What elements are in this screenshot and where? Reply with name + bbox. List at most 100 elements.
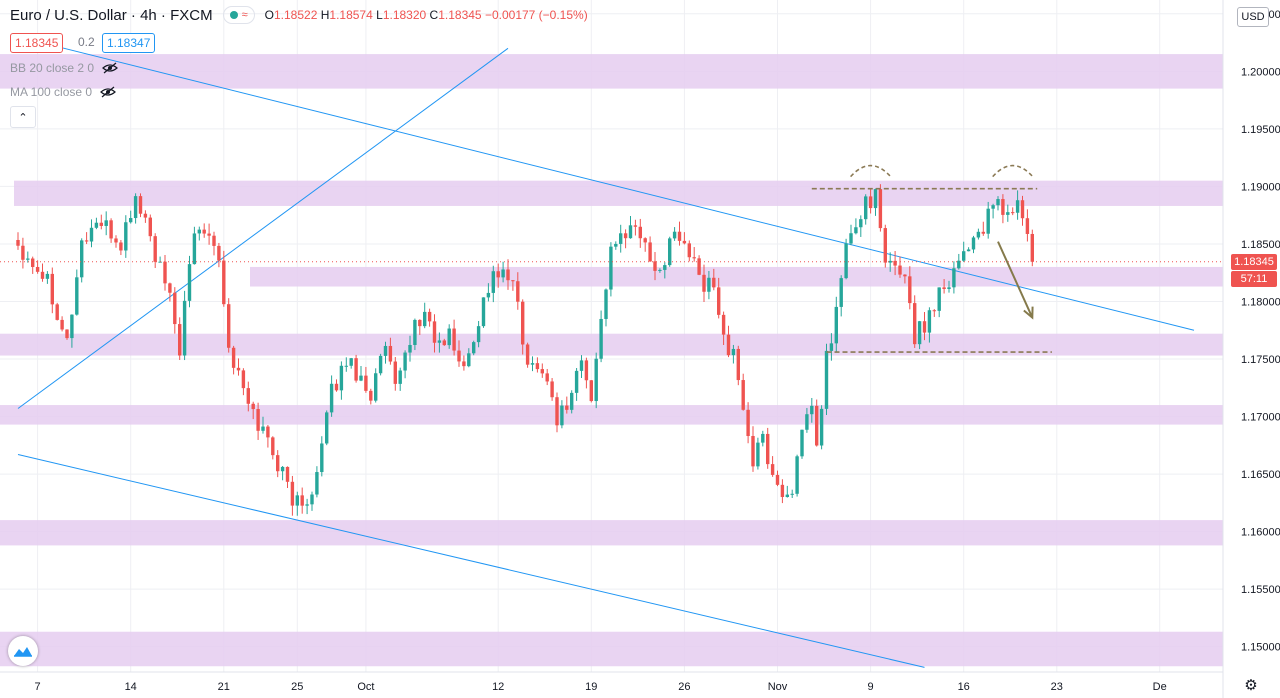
sr-zone xyxy=(250,266,1223,287)
candle-body xyxy=(70,314,74,339)
candle-body xyxy=(16,239,20,246)
buy-button[interactable]: 1.18347 xyxy=(102,33,156,53)
candle-body xyxy=(545,373,549,382)
candle-body xyxy=(212,235,216,246)
candle-body xyxy=(55,304,59,320)
time-tick-label: 19 xyxy=(585,681,597,693)
sr-zone xyxy=(0,631,1223,667)
candle-body xyxy=(839,278,843,307)
candle-body xyxy=(378,355,383,374)
sr-zone xyxy=(0,405,1223,425)
candle-body xyxy=(947,287,951,289)
candle-body xyxy=(574,370,579,393)
symbol-title[interactable]: Euro / U.S. Dollar · 4h · FXCM xyxy=(10,6,213,24)
candle-body xyxy=(207,233,211,236)
market-status[interactable]: ≈ xyxy=(222,6,255,24)
candle-body xyxy=(888,260,892,263)
sell-button[interactable]: 1.18345 xyxy=(10,33,64,53)
candle-body xyxy=(795,456,799,494)
candle-body xyxy=(1006,212,1010,215)
candle-body xyxy=(824,350,829,409)
candle-body xyxy=(986,208,990,234)
tradingview-logo-icon[interactable] xyxy=(8,636,38,666)
indicator-bb-label: BB 20 close 2 0 xyxy=(10,61,95,75)
candle-body xyxy=(310,494,314,505)
change-value: −0.00177 (−0.15%) xyxy=(484,8,588,22)
candle-body xyxy=(638,226,642,239)
currency-label[interactable]: USD xyxy=(1237,7,1269,27)
candle-body xyxy=(741,380,745,410)
candle-body xyxy=(202,229,206,234)
candle-body xyxy=(868,196,873,209)
candle-body xyxy=(491,271,495,293)
price-tick-label: 1.17500 xyxy=(1241,354,1280,366)
candle-body xyxy=(148,217,152,237)
candle-body xyxy=(619,233,623,244)
candle-body xyxy=(447,328,451,346)
candle-body xyxy=(94,222,99,228)
eye-off-icon[interactable] xyxy=(100,86,116,98)
candle-body xyxy=(937,287,941,311)
candle-body xyxy=(692,257,696,259)
candle-body xyxy=(668,238,672,266)
candle-body xyxy=(521,301,525,345)
candle-body xyxy=(849,233,853,244)
candle-body xyxy=(859,219,863,228)
time-axis[interactable]: 7 14 21 25 Oct 12 19 26 Nov 9 16 23 De xyxy=(35,681,1167,693)
low-label: L xyxy=(376,8,383,22)
spread-value: 0.2 xyxy=(78,35,95,49)
candle-body xyxy=(903,274,907,277)
candle-body xyxy=(486,292,491,298)
candle-body xyxy=(187,264,192,301)
candle-body xyxy=(359,375,363,381)
candle-body xyxy=(599,318,603,359)
time-tick-label: 25 xyxy=(291,681,303,693)
eye-off-icon[interactable] xyxy=(102,62,118,74)
candle-body xyxy=(1020,200,1025,219)
candle-body xyxy=(996,199,1000,206)
chart-header: Euro / U.S. Dollar · 4h · FXCM ≈ O1.1852… xyxy=(10,6,588,24)
candle-body xyxy=(952,268,956,288)
candle-body xyxy=(472,342,476,354)
collapse-indicators-button[interactable]: ⌃ xyxy=(10,106,36,128)
candle-body xyxy=(913,303,917,345)
candle-body xyxy=(594,358,598,402)
candle-body xyxy=(124,222,128,251)
candle-body xyxy=(756,442,760,467)
candle-body xyxy=(246,388,250,404)
candle-body xyxy=(785,494,789,498)
trendline xyxy=(17,454,925,668)
candle-body xyxy=(65,329,69,339)
candle-body xyxy=(648,242,652,262)
candle-body xyxy=(153,236,157,262)
open-label: O xyxy=(264,8,274,22)
candle-body xyxy=(697,258,701,275)
high-value: 1.18574 xyxy=(329,8,373,22)
pattern-arc xyxy=(992,164,1034,178)
price-axis[interactable]: 1.15000 1.15500 1.16000 1.16500 1.17000 1.175… xyxy=(1241,9,1280,654)
candle-body xyxy=(388,345,393,362)
indicator-bb[interactable]: BB 20 close 2 0 xyxy=(10,61,118,75)
candle-body xyxy=(976,231,981,238)
candle-body xyxy=(476,326,481,343)
gear-icon[interactable]: ⚙ xyxy=(1244,677,1258,694)
ohlc-values: O1.18522 H1.18574 L1.18320 C1.18345 −0.0… xyxy=(265,8,588,22)
candle-body xyxy=(766,433,770,465)
candle-body xyxy=(815,405,819,446)
indicator-ma[interactable]: MA 100 close 0 xyxy=(10,85,116,99)
candle-body xyxy=(403,352,407,371)
price-tick-label: 1.15500 xyxy=(1241,584,1280,596)
candle-body xyxy=(256,409,260,431)
candle-body xyxy=(570,392,574,410)
candle-body xyxy=(761,433,765,443)
candle-body xyxy=(457,350,461,362)
candle-body xyxy=(89,227,94,242)
candle-body xyxy=(819,408,824,446)
candle-body xyxy=(663,265,667,270)
candle-body xyxy=(300,495,304,506)
sr-zone xyxy=(14,180,1223,206)
candle-body xyxy=(271,437,275,456)
candle-body xyxy=(511,280,515,282)
time-tick-label: 16 xyxy=(958,681,970,693)
